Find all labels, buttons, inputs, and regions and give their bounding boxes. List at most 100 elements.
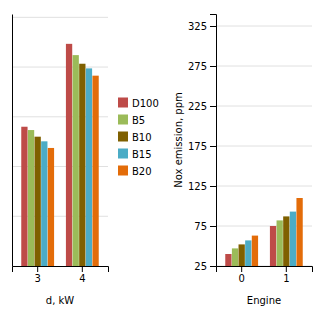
legend-item: D100	[118, 98, 159, 109]
x-axis-title: d, kW	[46, 295, 74, 306]
x-tick-mark	[286, 266, 287, 272]
bars	[225, 198, 302, 266]
y-tick-mark	[210, 226, 216, 227]
y-tick-label: 75	[194, 221, 207, 232]
grid	[216, 26, 312, 266]
y-tick-label: 225	[188, 101, 207, 112]
x-tick-label: 4	[79, 273, 85, 284]
bar-series	[35, 64, 86, 266]
bar-series	[252, 198, 303, 266]
bar	[66, 44, 72, 266]
y-tick-mark	[210, 66, 216, 67]
bar	[41, 141, 47, 266]
chart-panel: 34d, kW	[12, 15, 109, 307]
y-tick-label: 25	[194, 261, 207, 272]
x-tick-mark	[82, 266, 83, 272]
y-axis-line	[12, 15, 13, 267]
grid-line	[216, 66, 312, 67]
y-tick: 275	[188, 61, 216, 72]
x-tick-label: 1	[283, 273, 289, 284]
bar	[252, 236, 258, 266]
legend-label: B15	[132, 149, 152, 160]
bar	[48, 148, 54, 266]
x-tick: 0	[238, 266, 244, 284]
bar	[245, 240, 251, 266]
y-tick: 325	[188, 21, 216, 32]
legend-item: B5	[118, 115, 145, 126]
y-tick: 25	[194, 261, 216, 272]
y-tick-mark	[210, 106, 216, 107]
legend-swatch	[118, 149, 128, 159]
legend-item: B15	[118, 149, 152, 160]
y-axis: 25 75 125 175 225 275 325	[188, 15, 217, 272]
x-axis-line	[13, 267, 109, 273]
bar	[225, 254, 231, 266]
y-axis-line	[210, 15, 217, 267]
legend-swatch	[118, 166, 128, 176]
y-tick: 175	[188, 141, 216, 152]
x-tick-mark	[37, 266, 38, 272]
legend-item: B20	[118, 166, 152, 177]
legend-label: B5	[132, 115, 145, 126]
bar	[86, 68, 92, 266]
bar	[239, 244, 245, 266]
y-tick-label: 325	[188, 21, 207, 32]
grid-line	[216, 106, 312, 107]
y-tick-mark	[210, 26, 216, 27]
chart-panel: 012575125175225275325EngineNox emission,…	[173, 15, 313, 307]
legend: D100 B5 B10 B15 B20	[118, 98, 159, 177]
grid-line	[12, 67, 108, 68]
grid-line	[216, 146, 312, 147]
legend-label: B10	[132, 132, 152, 143]
bar-series	[239, 216, 290, 266]
grid-line	[216, 26, 312, 27]
y-tick: 125	[188, 181, 216, 192]
y-tick-mark	[210, 266, 216, 267]
legend-label: B20	[132, 166, 152, 177]
y-tick-label: 125	[188, 181, 207, 192]
legend-label: D100	[132, 98, 159, 109]
bar-series	[41, 68, 92, 266]
bar	[277, 220, 283, 266]
y-tick: 75	[194, 221, 216, 232]
x-tick-mark	[241, 266, 242, 272]
legend-swatch	[118, 115, 128, 125]
bar	[28, 130, 34, 266]
legend-item: B10	[118, 132, 152, 143]
y-tick: 225	[188, 101, 216, 112]
bar	[283, 216, 289, 266]
bar	[290, 212, 296, 266]
y-tick-label: 275	[188, 61, 207, 72]
y-axis	[12, 15, 14, 267]
x-axis-line	[217, 267, 313, 273]
bar	[73, 55, 79, 266]
bar-series	[232, 220, 283, 266]
bar	[79, 64, 85, 266]
x-tick: 3	[34, 266, 40, 284]
x-tick: 1	[283, 266, 289, 284]
bar-series	[21, 44, 72, 266]
y-tick-mark	[210, 186, 216, 187]
x-axis: 01	[217, 266, 313, 284]
legend-swatch	[118, 98, 128, 108]
bar-series	[48, 76, 99, 266]
bar	[232, 248, 238, 266]
x-axis-title: Engine	[247, 295, 281, 306]
x-axis: 34	[13, 266, 109, 284]
bars	[21, 44, 98, 266]
x-tick-label: 0	[238, 273, 244, 284]
x-tick: 4	[79, 266, 85, 284]
legend-swatch	[118, 132, 128, 142]
bar-series	[28, 55, 79, 266]
bar	[21, 127, 27, 266]
bar	[35, 137, 41, 266]
bar	[270, 226, 276, 266]
chart-root: 34d, kWD100B5B10B15B20012575125175225275…	[0, 0, 320, 320]
bar	[296, 198, 302, 266]
bar-series	[225, 226, 276, 266]
y-tick-mark	[210, 146, 216, 147]
x-tick-label: 3	[34, 273, 40, 284]
grid-line	[216, 186, 312, 187]
grid-line	[12, 17, 108, 18]
y-tick-label: 175	[188, 141, 207, 152]
